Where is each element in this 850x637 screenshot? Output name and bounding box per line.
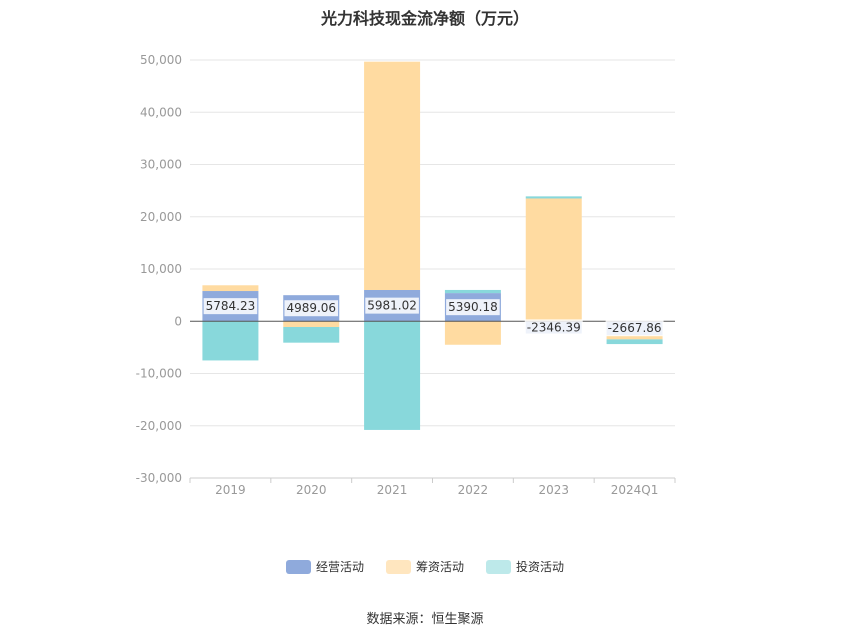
- legend-label-financing: 筹资活动: [415, 560, 464, 574]
- x-tick-label: 2020: [296, 483, 327, 497]
- y-tick-label: 30,000: [140, 158, 182, 172]
- bar-investing: [444, 289, 501, 294]
- bar-financing: [525, 198, 582, 322]
- legend-swatch-financing: [385, 559, 411, 574]
- data-label-bg: [284, 300, 339, 317]
- y-tick-label: -30,000: [136, 471, 182, 485]
- legend-item-operating[interactable]: 经营活动: [285, 558, 364, 575]
- bar-financing: [364, 61, 421, 290]
- grid-layer: [190, 59, 675, 479]
- legend-label-investing: 投资活动: [516, 560, 565, 574]
- x-tick-label: 2021: [377, 483, 408, 497]
- data-label-bg: [365, 297, 419, 314]
- bar-investing: [364, 321, 421, 430]
- bar-investing: [606, 339, 663, 345]
- data-label-bg: [605, 320, 664, 337]
- bar-financing: [283, 321, 340, 327]
- x-tick-label: 2022: [458, 483, 489, 497]
- x-tick-label: 2024Q1: [611, 483, 659, 497]
- y-tick-label: -20,000: [136, 419, 182, 433]
- y-tick-label: 20,000: [140, 210, 182, 224]
- legend-label-operating: 经营活动: [315, 560, 364, 574]
- bars-layer: [202, 61, 663, 430]
- source-note: 数据来源：恒生聚源: [366, 612, 484, 627]
- bar-investing: [283, 326, 340, 343]
- data-label-bg: [524, 319, 583, 336]
- legend-swatch-investing: [486, 559, 511, 574]
- labels-layer: 5784.23 4989.06 5981.02 5390.18 -2346.39 -266…: [203, 297, 664, 337]
- data-label: 4989.06: [286, 301, 336, 315]
- data-label: 5784.23: [206, 299, 256, 313]
- data-label: -2346.39: [527, 320, 581, 334]
- bar-investing: [525, 196, 582, 199]
- data-label-bg: [446, 299, 500, 316]
- legend-item-financing[interactable]: 筹资活动: [385, 558, 464, 575]
- x-tick-label: 2019: [215, 483, 246, 497]
- y-tick-label: 0: [174, 314, 182, 328]
- chart-title: 光力科技现金流净额（万元）: [320, 9, 529, 28]
- bar-financing: [202, 285, 259, 292]
- y-tick-label: 10,000: [140, 262, 182, 276]
- y-tick-label: -10,000: [136, 367, 182, 381]
- bar-financing: [606, 335, 663, 340]
- legend-swatch-operating: [285, 559, 311, 574]
- data-label: 5981.02: [367, 299, 417, 313]
- data-label: 5390.18: [448, 300, 498, 314]
- legend-item-investing[interactable]: 投资活动: [486, 558, 564, 575]
- legend: 经营活动 筹资活动 投资活动: [0, 558, 850, 575]
- y-tick-label: 50,000: [140, 53, 182, 67]
- data-label: -2667.86: [608, 321, 662, 335]
- bar-financing: [444, 321, 501, 345]
- y-tick-label: 40,000: [140, 105, 182, 119]
- data-label-bg: [203, 298, 258, 315]
- bar-investing: [202, 321, 259, 361]
- axis-layer: 50,000 40,000 30,000 20,000 10,000 0 -10,000 -2…: [136, 53, 676, 497]
- x-tick-label: 2023: [538, 483, 569, 497]
